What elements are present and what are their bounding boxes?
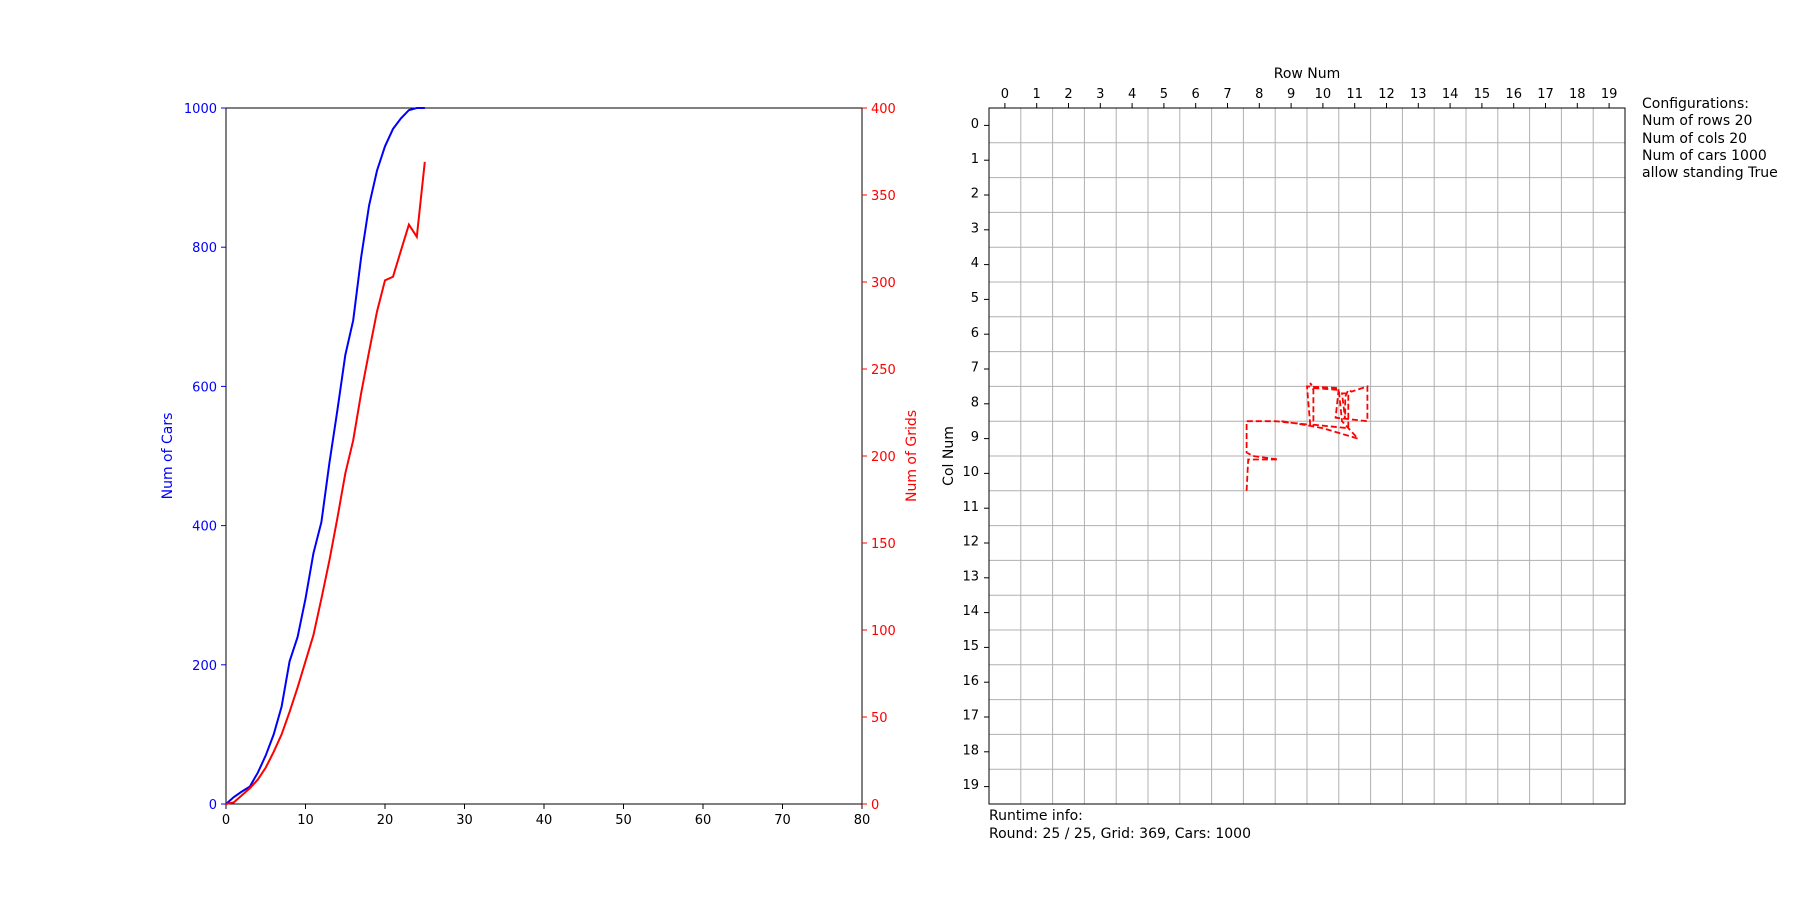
y-tick-label: 1000 — [184, 102, 217, 117]
col-tick-label: 11 — [962, 500, 979, 515]
config-cols: Num of cols 20 — [1642, 131, 1747, 147]
grid-y-axis-label: Col Num — [941, 426, 957, 486]
y2-tick-label: 150 — [871, 537, 896, 552]
col-tick-label: 12 — [962, 535, 979, 550]
grid-map-marks: 0 1 2 3 4 5 6 7 8 9 10 11 12 13 14 15 16 17 18 190123456789… — [962, 87, 1625, 804]
col-tick-label: 18 — [962, 743, 979, 758]
runtime-status: Round: 25 / 25, Grid: 369, Cars: 1000 — [989, 826, 1251, 842]
y2-tick-label: 250 — [871, 363, 896, 378]
col-tick-label: 0 — [971, 117, 979, 132]
x-tick-label: 80 — [854, 813, 871, 828]
y-tick-label: 400 — [192, 520, 217, 535]
grids-series-line — [225, 161, 426, 805]
col-tick-label: 2 — [971, 187, 979, 202]
col-tick-label: 8 — [971, 395, 979, 410]
x-tick-label: 70 — [774, 813, 791, 828]
col-tick-label: 10 — [962, 465, 979, 480]
col-tick-label: 14 — [962, 604, 979, 619]
y2-tick-label: 0 — [871, 798, 879, 813]
row-tick-label: 1 — [1033, 87, 1041, 102]
col-tick-label: 1 — [971, 152, 979, 167]
col-tick-label: 15 — [962, 639, 979, 654]
col-tick-label: 17 — [962, 709, 979, 724]
row-tick-label: 9 — [1287, 87, 1295, 102]
x-tick-label: 60 — [695, 813, 712, 828]
col-tick-label: 19 — [962, 778, 979, 793]
row-tick-label: 0 — [1001, 87, 1009, 102]
grid-plot-frame — [988, 107, 1626, 805]
y-tick-label: 800 — [192, 241, 217, 256]
row-tick-label: 12 — [1378, 87, 1395, 102]
col-tick-label: 5 — [971, 291, 979, 306]
col-tick-label: 16 — [962, 674, 979, 689]
configurations-panel: Configurations: Num of rows 20 Num of co… — [1642, 96, 1778, 181]
row-tick-label: 4 — [1128, 87, 1136, 102]
row-tick-label: 14 — [1442, 87, 1459, 102]
row-tick-label: 3 — [1096, 87, 1104, 102]
y2-tick-label: 350 — [871, 189, 896, 204]
y-tick-label: 600 — [192, 380, 217, 395]
col-tick-label: 13 — [962, 569, 979, 584]
col-tick-label: 9 — [971, 430, 979, 445]
row-tick-label: 15 — [1474, 87, 1491, 102]
y-tick-label: 0 — [209, 798, 217, 813]
x-tick-label: 0 — [222, 813, 230, 828]
left-plot-frame — [225, 107, 863, 805]
row-tick-label: 13 — [1410, 87, 1427, 102]
row-tick-label: 8 — [1255, 87, 1263, 102]
y2-tick-label: 200 — [871, 450, 896, 465]
config-cars: Num of cars 1000 — [1642, 148, 1767, 164]
row-tick-label: 2 — [1064, 87, 1072, 102]
row-tick-label: 10 — [1315, 87, 1332, 102]
car-path-line — [1245, 382, 1369, 491]
grid-x-axis-label: Row Num — [1274, 66, 1341, 82]
col-tick-label: 7 — [971, 361, 979, 376]
grid-map-chart: 0 1 2 3 4 5 6 7 8 9 10 11 12 13 14 15 16 17 18 190123456789… — [941, 66, 1626, 805]
x-tick-label: 10 — [297, 813, 314, 828]
x-tick-label: 30 — [456, 813, 473, 828]
config-rows: Num of rows 20 — [1642, 113, 1752, 129]
config-standing: allow standing True — [1642, 165, 1778, 181]
runtime-title: Runtime info: — [989, 808, 1083, 824]
x-tick-label: 50 — [615, 813, 632, 828]
row-tick-label: 18 — [1569, 87, 1586, 102]
y-tick-label: 200 — [192, 659, 217, 674]
y2-tick-label: 300 — [871, 276, 896, 291]
row-tick-label: 6 — [1192, 87, 1200, 102]
row-tick-label: 7 — [1223, 87, 1231, 102]
row-tick-label: 19 — [1601, 87, 1618, 102]
y2-tick-label: 50 — [871, 711, 888, 726]
config-title: Configurations: — [1642, 96, 1749, 112]
cars-grids-line-chart: 0 10 20 30 40 50 60 70 8002004006008001000050100… — [160, 102, 920, 828]
right-y-axis-label: Num of Grids — [904, 410, 920, 502]
row-tick-label: 16 — [1505, 87, 1522, 102]
x-tick-label: 20 — [377, 813, 394, 828]
left-y-axis-label: Num of Cars — [160, 413, 176, 500]
col-tick-label: 6 — [971, 326, 979, 341]
col-tick-label: 4 — [971, 256, 979, 271]
y2-tick-label: 100 — [871, 624, 896, 639]
y2-tick-label: 400 — [871, 102, 896, 117]
cars-series-line — [225, 107, 425, 805]
row-tick-label: 5 — [1160, 87, 1168, 102]
runtime-info-panel: Runtime info: Round: 25 / 25, Grid: 369,… — [989, 808, 1251, 842]
x-tick-label: 40 — [536, 813, 553, 828]
left-chart-marks: 0 10 20 30 40 50 60 70 8002004006008001000050100… — [184, 102, 896, 828]
row-tick-label: 17 — [1537, 87, 1554, 102]
row-tick-label: 11 — [1346, 87, 1363, 102]
col-tick-label: 3 — [971, 221, 979, 236]
